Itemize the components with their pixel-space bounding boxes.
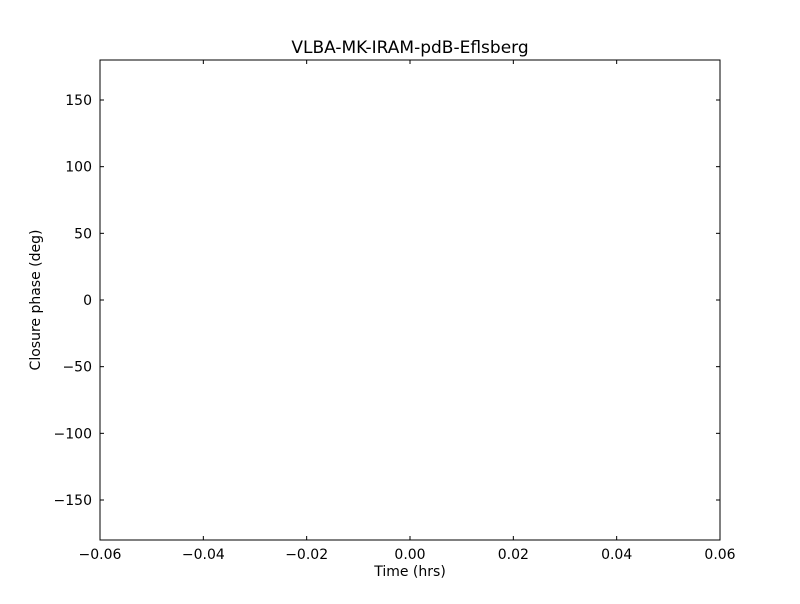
y-axis-label: Closure phase (deg) — [28, 230, 44, 371]
y-tick-label: −150 — [54, 493, 92, 509]
chart-title: VLBA-MK-IRAM-pdB-Eflsberg — [291, 38, 528, 58]
x-tick-label: 0.06 — [704, 547, 735, 563]
x-tick-label: −0.04 — [182, 547, 225, 563]
x-tick-label: −0.06 — [79, 547, 122, 563]
y-tick-label: 0 — [83, 293, 92, 309]
x-tick-label: −0.02 — [285, 547, 328, 563]
y-tick-label: −100 — [54, 426, 92, 442]
plot-area-frame — [99, 59, 721, 541]
x-tick-label: 0.02 — [498, 547, 529, 563]
y-tick-label: 50 — [74, 226, 92, 242]
y-tick-label: −50 — [62, 360, 92, 376]
x-tick-label: 0.00 — [394, 547, 425, 563]
y-tick-label: 100 — [65, 160, 92, 176]
y-tick-label: 150 — [65, 93, 92, 109]
x-tick-label: 0.04 — [601, 547, 632, 563]
x-axis-label: Time (hrs) — [373, 564, 446, 580]
